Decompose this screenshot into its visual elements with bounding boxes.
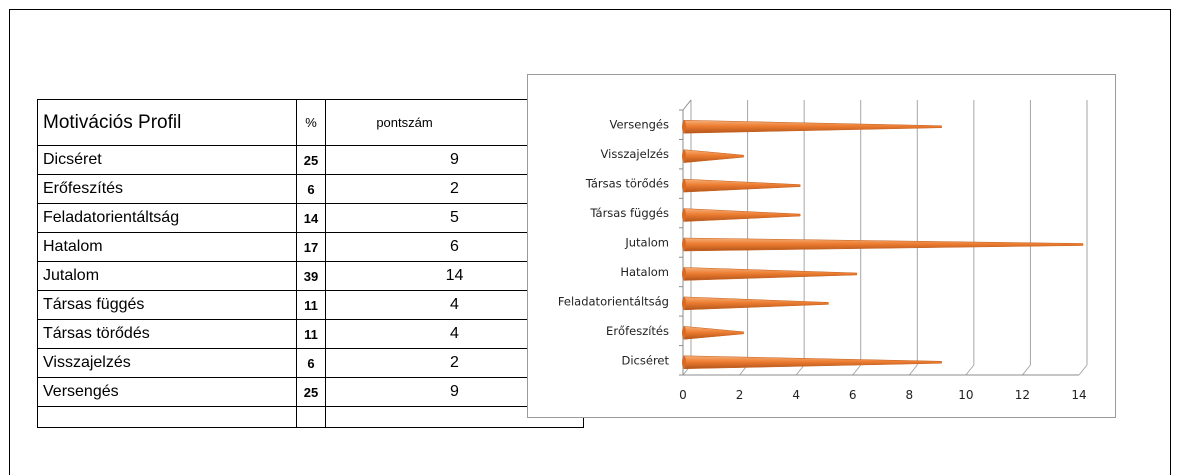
bar-cone-base [682, 120, 686, 134]
bar-cone-base [682, 179, 686, 193]
floor-gridline [1022, 364, 1031, 376]
motivation-profile-table: Motivációs Profil % pontszám Dicséret 25 9… [37, 99, 584, 428]
table-row: Versengés 25 9 [37, 377, 584, 407]
bar-cone [683, 149, 744, 163]
cone-bar-chart: 0 2 4 6 8 10 12 14 Dicséret Erőfeszítés Feladatori… [527, 74, 1116, 418]
category-label: Hatalom [620, 265, 669, 279]
bar-cone [683, 208, 801, 222]
chart-svg: 0 2 4 6 8 10 12 14 Dicséret Erőfeszítés Feladatori… [558, 99, 1088, 402]
floor-gridline [908, 364, 918, 376]
bar-cone [683, 267, 857, 281]
floor-gridline [795, 364, 805, 376]
row-percent: 11 [296, 290, 326, 320]
header-score-label: pontszám [376, 115, 433, 130]
row-name: Erőfeszítés [37, 174, 297, 204]
category-label: Erőfeszítés [606, 324, 669, 338]
bar-cone [683, 326, 744, 340]
table-row: Hatalom 17 6 [37, 232, 584, 262]
category-label: Feladatorientáltság [558, 294, 669, 308]
bar-cone-base [682, 238, 686, 251]
bar-cone [683, 178, 801, 193]
category-label: Versengés [610, 118, 670, 132]
row-name: Versengés [37, 377, 297, 407]
x-tick-label: 4 [792, 388, 800, 402]
row-name: Visszajelzés [37, 348, 297, 378]
bar-cone-base [682, 296, 686, 310]
row-percent: 11 [296, 319, 326, 349]
x-tick-label: 0 [679, 388, 687, 402]
x-tick-label: 12 [1015, 388, 1030, 402]
table-empty-row [37, 406, 584, 428]
row-name: Hatalom [37, 232, 297, 262]
category-label: Társas törődés [585, 177, 669, 191]
row-percent: 25 [296, 377, 326, 407]
bar-cone-base [682, 326, 686, 340]
row-percent: 6 [296, 174, 326, 204]
row-percent: 6 [296, 348, 326, 378]
page-frame [9, 9, 1171, 475]
x-tick-label: 8 [905, 388, 913, 402]
floor-gridline [965, 364, 975, 376]
header-profile: Motivációs Profil [37, 99, 297, 146]
empty-cell [37, 406, 297, 428]
row-percent: 39 [296, 261, 326, 291]
bar-cone [683, 355, 942, 370]
x-tick-label: 6 [849, 388, 857, 402]
table-row: Társas függés 11 4 [37, 290, 584, 320]
bar-cone [683, 119, 942, 134]
table-header-row: Motivációs Profil % pontszám [37, 99, 584, 146]
x-tick-label: 2 [736, 388, 744, 402]
category-label: Visszajelzés [601, 147, 669, 161]
table-row: Erőfeszítés 6 2 [37, 174, 584, 204]
row-name: Feladatorientáltság [37, 203, 297, 233]
table-row: Jutalom 39 14 [37, 261, 584, 291]
bar-cone [683, 296, 829, 311]
floor-gridline [852, 364, 862, 376]
row-name: Társas törődés [37, 319, 297, 349]
x-tick-label: 14 [1071, 388, 1086, 402]
axis-wall-edge [682, 99, 692, 111]
bar-cone-base [682, 149, 686, 163]
row-name: Jutalom [37, 261, 297, 291]
bar-cone [683, 237, 1084, 252]
category-label: Dicséret [622, 353, 670, 367]
table-row: Feladatorientáltság 14 5 [37, 203, 584, 233]
row-percent: 25 [296, 145, 326, 175]
bar-cone-base [682, 267, 686, 281]
category-label: Jutalom [624, 236, 669, 250]
empty-cell [296, 406, 326, 428]
table-row: Visszajelzés 6 2 [37, 348, 584, 378]
row-percent: 17 [296, 232, 326, 262]
bar-cone-base [682, 208, 686, 222]
bar-cone-base [682, 355, 686, 369]
row-name: Társas függés [37, 290, 297, 320]
x-tick-label: 10 [958, 388, 973, 402]
floor-gridline [1078, 364, 1088, 376]
table-row: Dicséret 25 9 [37, 145, 584, 175]
table-row: Társas törődés 11 4 [37, 319, 584, 349]
row-percent: 14 [296, 203, 326, 233]
row-name: Dicséret [37, 145, 297, 175]
header-percent: % [296, 99, 326, 146]
category-label: Társas függés [589, 206, 669, 220]
